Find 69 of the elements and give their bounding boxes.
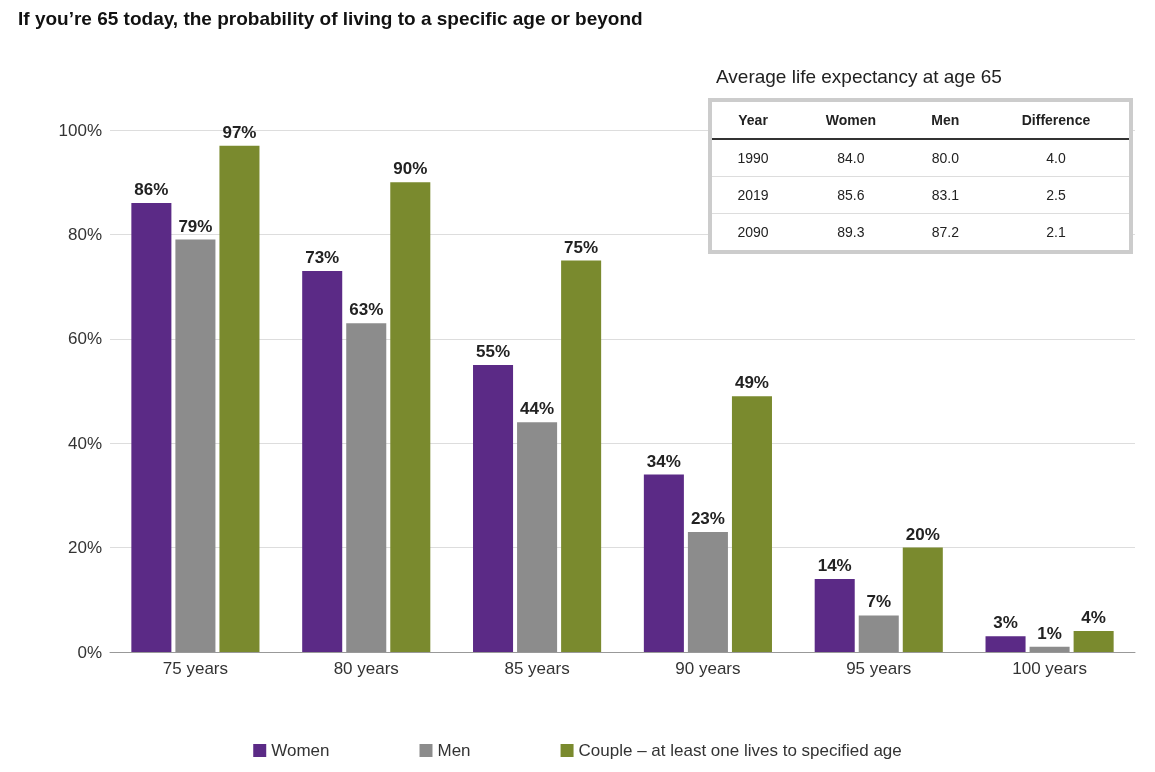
- text: Difference: [1021, 112, 1091, 128]
- data-label: 90%: [393, 159, 428, 179]
- annotation: 83.1: [907, 176, 983, 214]
- annotation: 2090: [710, 213, 795, 252]
- annotation: 1990: [710, 139, 795, 177]
- chart-title: If you’re 65 today, the probability of living to a specific age or beyond: [18, 8, 643, 30]
- bar: [131, 203, 172, 652]
- data-label: 1%: [1037, 623, 1062, 643]
- text: Average life expectancy at age 65: [716, 66, 1003, 88]
- legend-label: Men: [437, 741, 471, 760]
- annotation: 85.6: [794, 176, 908, 214]
- bar: [302, 270, 343, 652]
- data-label: 7%: [866, 592, 892, 612]
- annotation: 2019: [710, 176, 795, 214]
- y-tick-label: 20%: [67, 538, 102, 558]
- data-label: 4%: [1081, 608, 1106, 628]
- y-tick-label: 100%: [58, 120, 102, 140]
- x-tick-label: 95 years: [846, 659, 912, 678]
- y-tick-label: 80%: [67, 224, 102, 244]
- x-tick-label: 75 years: [162, 659, 229, 678]
- data-label: 63%: [349, 300, 384, 320]
- annotation: 4.0: [982, 139, 1131, 177]
- y-tick-label: 0%: [77, 642, 102, 662]
- y-tick-label: 60%: [67, 329, 102, 349]
- annotation: 2.5: [982, 176, 1131, 214]
- annotation: 84.0: [794, 139, 908, 177]
- annotation: 89.3: [794, 213, 908, 252]
- data-label: 49%: [734, 373, 769, 393]
- data-label: 20%: [905, 524, 940, 544]
- data-label: 55%: [476, 341, 511, 361]
- bar: [902, 547, 943, 652]
- data-label: 97%: [222, 122, 257, 142]
- annotation: 80.0: [907, 139, 983, 177]
- data-label: 86%: [134, 180, 169, 200]
- bar: [731, 396, 772, 652]
- data-label: 23%: [690, 508, 725, 528]
- data-label: 3%: [993, 613, 1018, 633]
- bar: [985, 636, 1026, 652]
- y-tick-label: 40%: [67, 433, 102, 453]
- bar: [390, 182, 431, 652]
- bar: [1029, 646, 1070, 652]
- data-label: 73%: [305, 247, 340, 267]
- bar: [687, 531, 728, 652]
- bar: [1073, 631, 1114, 652]
- bar: [473, 364, 514, 652]
- data-label: 79%: [178, 216, 213, 236]
- text: Men: [931, 112, 960, 128]
- annotation: 87.2: [907, 213, 983, 252]
- data-label: 14%: [817, 555, 852, 575]
- x-tick-label: 80 years: [333, 659, 399, 678]
- x-tick-label: 85 years: [504, 659, 570, 678]
- data-label: 75%: [564, 237, 599, 257]
- bar: [175, 239, 216, 652]
- text: Year: [738, 112, 768, 128]
- legend-label: Couple – at least one lives to specified age: [578, 741, 902, 760]
- x-tick-label: 100 years: [1012, 659, 1087, 678]
- x-tick-label: 90 years: [675, 659, 741, 678]
- bar: [517, 422, 558, 652]
- data-label: 34%: [646, 451, 681, 471]
- bar: [643, 474, 684, 652]
- bar: [346, 323, 387, 652]
- bar: [219, 145, 260, 652]
- bar: [858, 615, 899, 652]
- legend-label: Women: [271, 741, 330, 760]
- text: Women: [825, 112, 877, 128]
- bar: [561, 260, 602, 652]
- bar: [814, 578, 855, 652]
- annotation: 2.1: [982, 213, 1131, 252]
- data-label: 44%: [520, 399, 555, 419]
